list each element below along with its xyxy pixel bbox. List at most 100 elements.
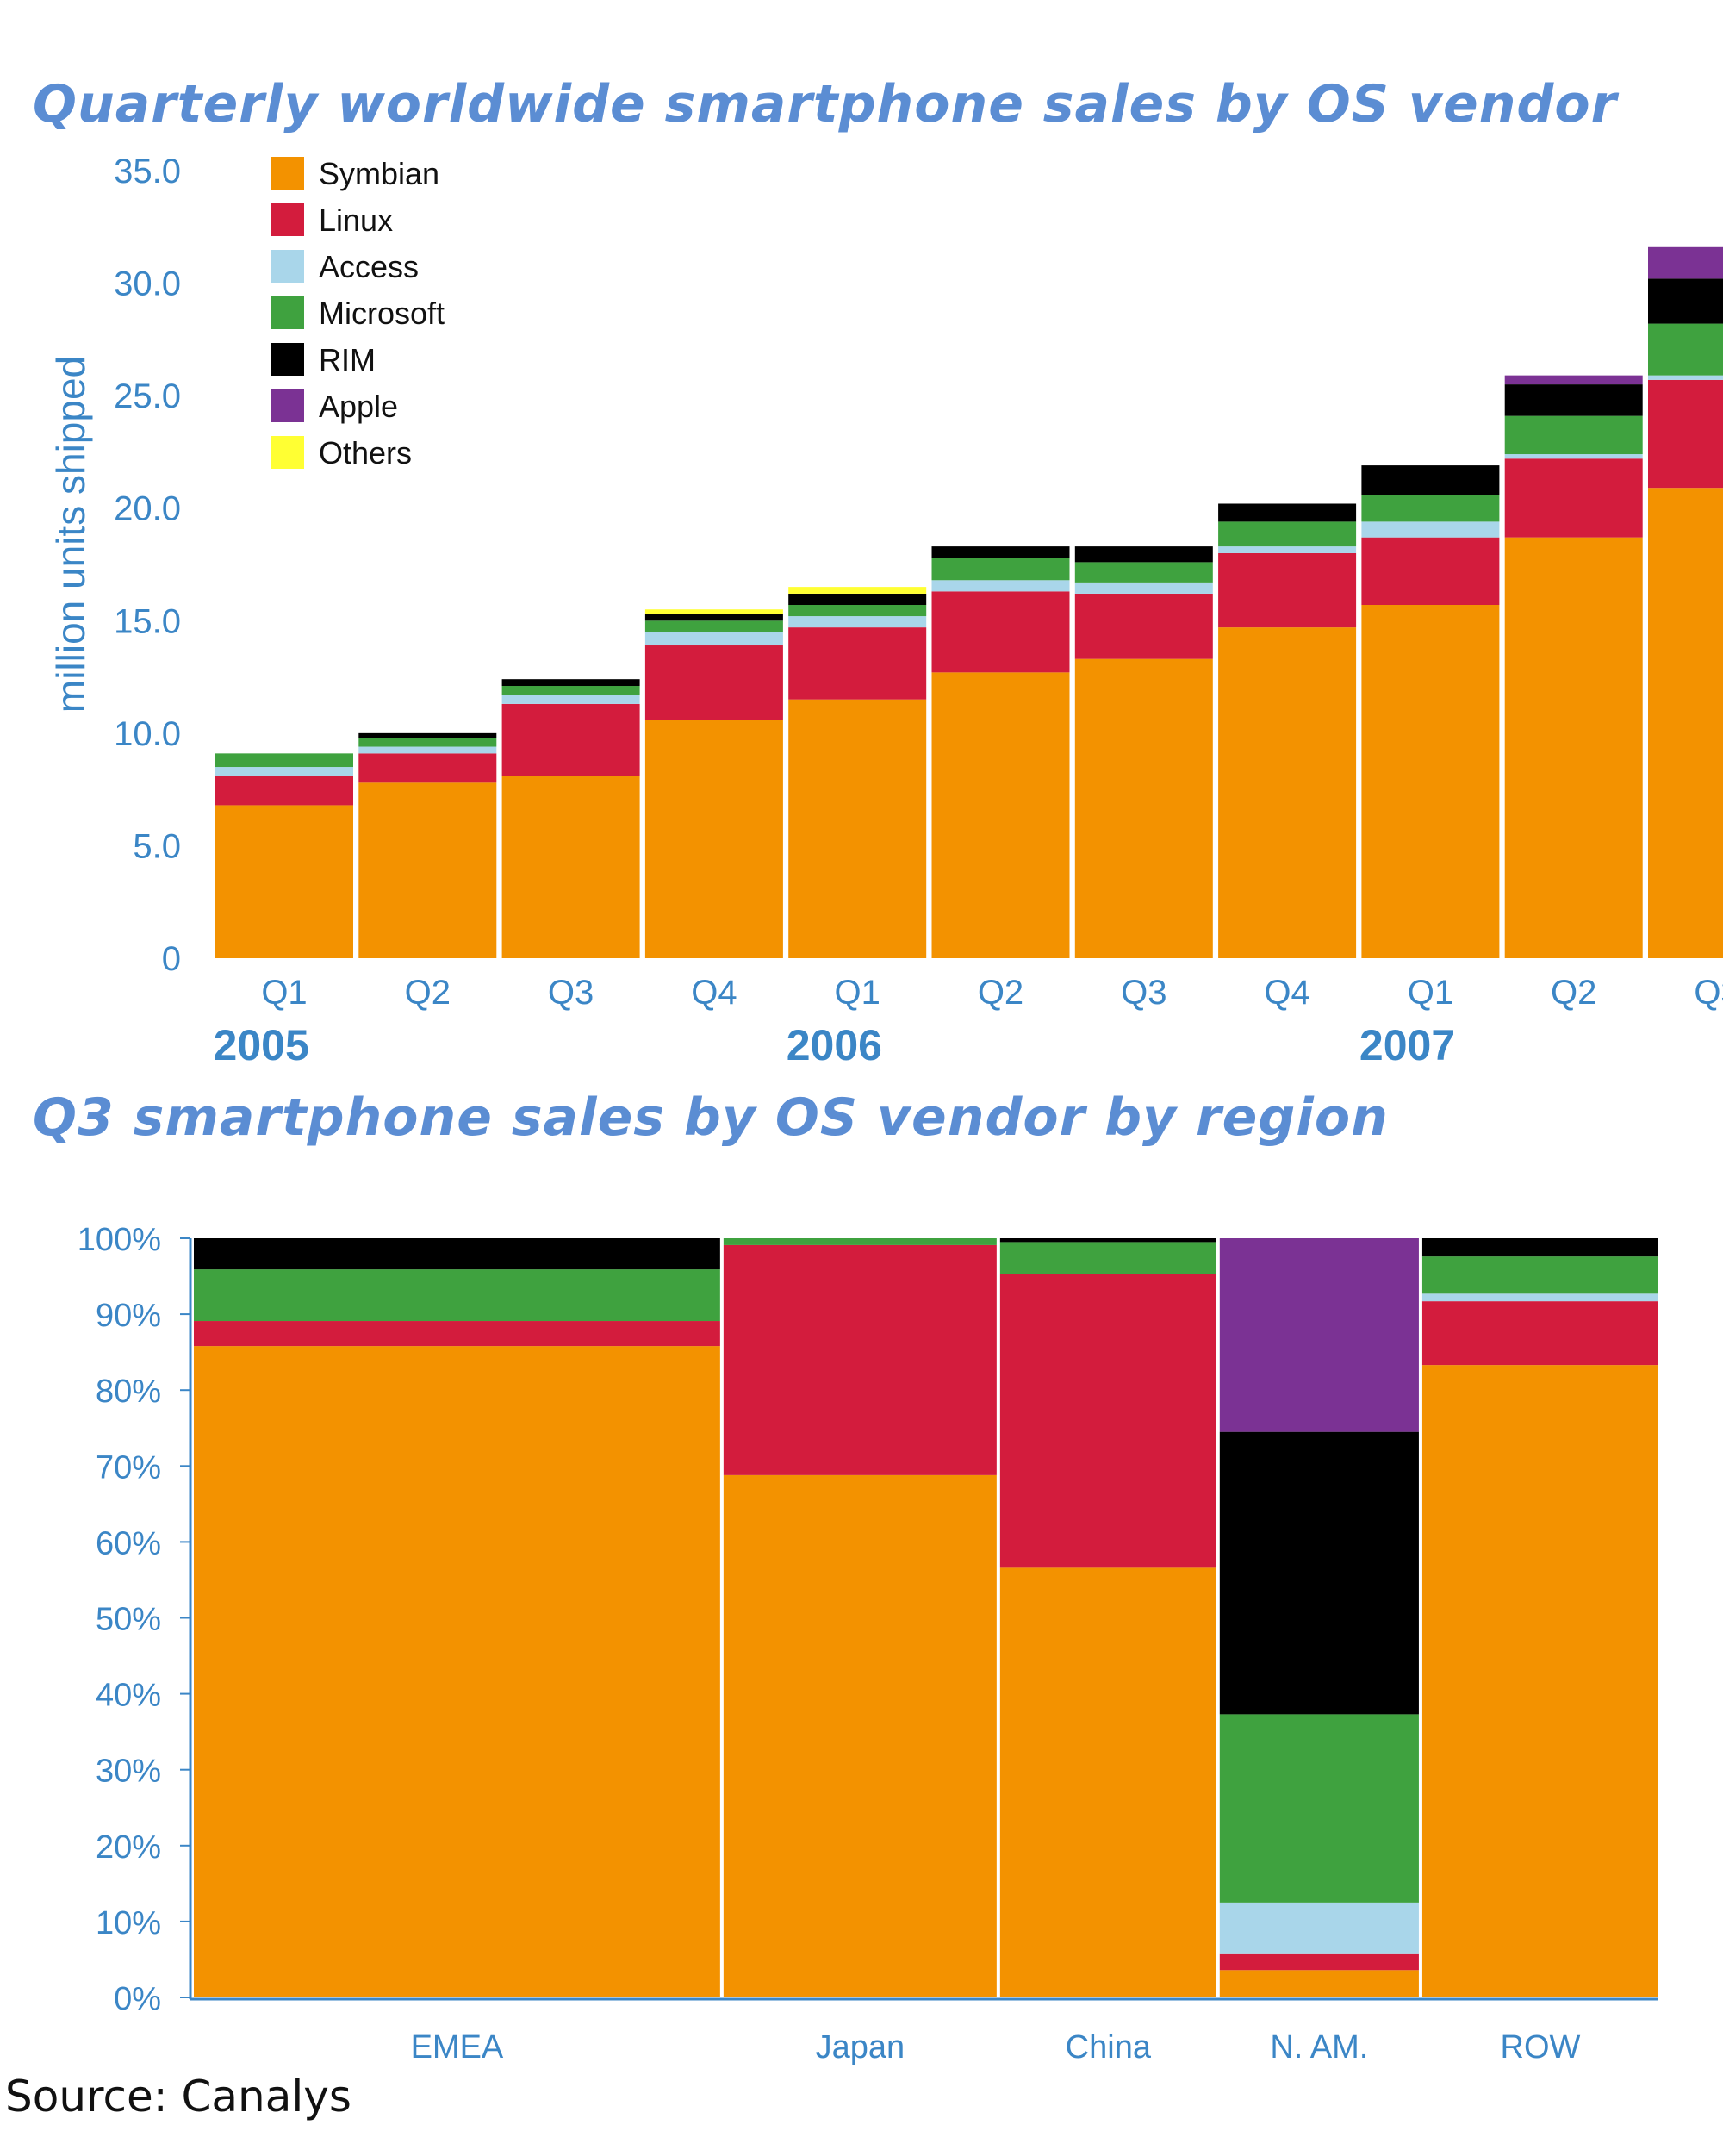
legend-label-access: Access <box>319 249 419 284</box>
bar-segment-access <box>788 616 927 628</box>
bar-segment-rim <box>1421 1238 1658 1257</box>
y-tick-label: 25.0 <box>114 377 181 415</box>
source-note: Source: Canalys <box>5 2072 351 2122</box>
y-tick-label: 15.0 <box>114 602 181 640</box>
bar-segment-microsoft <box>1504 415 1643 455</box>
y-tick-label: 60% <box>96 1525 161 1561</box>
bar-segment-microsoft <box>1219 1714 1419 1903</box>
bar-segment-linux <box>931 591 1070 673</box>
regional-stacked-bar-chart: 0% 10% 20% 30% 40% 50% 60% 70% 80% 90% 100% EMEA Jap… <box>78 1222 1658 2066</box>
bar-segment-symbian <box>215 805 353 958</box>
bar-segment-others <box>788 587 927 594</box>
y-tick-label: 0 <box>162 940 181 978</box>
legend-swatch-access <box>271 250 304 283</box>
x-tick-label: Q2 <box>978 974 1023 1012</box>
bar-segment-linux <box>1504 458 1643 538</box>
bar-segment-access <box>215 767 353 776</box>
x-tick-label: Q1 <box>1408 974 1453 1012</box>
bar-segment-access <box>358 746 497 754</box>
bar-segment-symbian <box>1219 1970 1419 1997</box>
bar-segment-linux <box>644 645 783 720</box>
bar-segment-access <box>931 580 1070 592</box>
bar-segment-symbian <box>723 1474 997 1997</box>
x-tick-label: EMEA <box>411 2029 504 2066</box>
bar-segment-microsoft <box>1421 1256 1658 1294</box>
year-label: 2007 <box>1359 1021 1455 1069</box>
bar-segment-apple <box>1648 246 1723 279</box>
x-tick-label: Q4 <box>1264 974 1309 1012</box>
y-tick-label: 20.0 <box>114 490 181 528</box>
y-tick-label: 90% <box>96 1298 161 1334</box>
bar-segment-microsoft <box>1218 521 1357 547</box>
bar-segment-rim <box>999 1238 1216 1243</box>
bar-segment-access <box>1504 454 1643 459</box>
bar-segment-rim <box>1648 278 1723 324</box>
bar-segment-linux <box>1421 1301 1658 1366</box>
bar-segment-linux <box>215 776 353 806</box>
x-tick-label: China <box>1066 2029 1152 2066</box>
bar-segment-others <box>644 609 783 614</box>
bar-segment-linux <box>1218 552 1357 628</box>
y-tick-label: 30% <box>96 1754 161 1790</box>
bar-segment-linux <box>501 703 640 776</box>
chart-title-quarterly: Quarterly worldwide smartphone sales by … <box>33 74 1618 134</box>
x-tick-label: Q4 <box>691 974 737 1012</box>
x-tick-label: Q2 <box>405 974 451 1012</box>
legend-label-rim: RIM <box>319 342 376 377</box>
year-label: 2005 <box>214 1021 309 1069</box>
bar-segment-apple <box>1219 1238 1419 1432</box>
bar-segment-microsoft <box>1361 495 1500 522</box>
bar-segment-symbian <box>1074 658 1213 958</box>
x-tick-label: Japan <box>816 2029 905 2066</box>
bar-segment-microsoft <box>723 1238 997 1245</box>
bar-segment-rim <box>1218 503 1357 522</box>
bar-segment-rim <box>1504 384 1643 416</box>
bar-segment-symbian <box>501 776 640 958</box>
bar-segment-rim <box>1074 546 1213 563</box>
bar-segment-microsoft <box>1074 562 1213 583</box>
legend-swatch-linux <box>271 203 304 236</box>
bar-segment-rim <box>1219 1431 1419 1715</box>
bar-segment-access <box>1648 375 1723 380</box>
y-tick-label: 80% <box>96 1374 161 1410</box>
bar-segment-symbian <box>1218 627 1357 958</box>
legend-swatch-symbian <box>271 157 304 190</box>
bar-segment-rim <box>644 614 783 621</box>
bar-segment-symbian <box>358 782 497 958</box>
legend-label-apple: Apple <box>319 389 398 424</box>
bar-segment-linux <box>723 1244 997 1475</box>
bar-segment-access <box>501 695 640 704</box>
bar-segment-linux <box>194 1321 720 1347</box>
y-tick-label: 70% <box>96 1449 161 1486</box>
legend-swatch-apple <box>271 389 304 422</box>
bar-segment-rim <box>931 546 1070 558</box>
bar-segment-symbian <box>194 1346 720 1997</box>
bar-segment-access <box>1361 521 1500 538</box>
bar-segment-microsoft <box>788 605 927 617</box>
y-tick-label: 30.0 <box>114 265 181 303</box>
x-tick-label: ROW <box>1501 2029 1581 2066</box>
bar-segment-symbian <box>644 720 783 958</box>
legend-label-microsoft: Microsoft <box>319 296 445 331</box>
y-tick-label: 100% <box>78 1222 161 1258</box>
bar-segment-linux <box>358 753 497 783</box>
bar-segment-microsoft <box>1648 323 1723 376</box>
x-tick-label: Q3 <box>1694 974 1723 1012</box>
bar-segment-rim <box>1361 465 1500 495</box>
x-tick-label: Q3 <box>548 974 594 1012</box>
bar-segment-access <box>644 632 783 646</box>
y-tick-label: 10% <box>96 1905 161 1941</box>
bar-segment-linux <box>999 1274 1216 1568</box>
bar-segment-access <box>1421 1293 1658 1302</box>
x-tick-label: N. AM. <box>1270 2029 1368 2066</box>
bar-segment-symbian <box>931 672 1070 958</box>
bar-segment-microsoft <box>931 558 1070 581</box>
bar-segment-rim <box>501 679 640 687</box>
y-tick-label: 50% <box>96 1602 161 1638</box>
chart-title-regional: Q3 smartphone sales by OS vendor by regi… <box>33 1087 1389 1148</box>
bar-segment-access <box>1219 1902 1419 1954</box>
legend-label-linux: Linux <box>319 203 393 238</box>
bar-segment-microsoft <box>644 620 783 632</box>
bar-segment-symbian <box>1648 488 1723 958</box>
bar-segment-symbian <box>999 1567 1216 1997</box>
